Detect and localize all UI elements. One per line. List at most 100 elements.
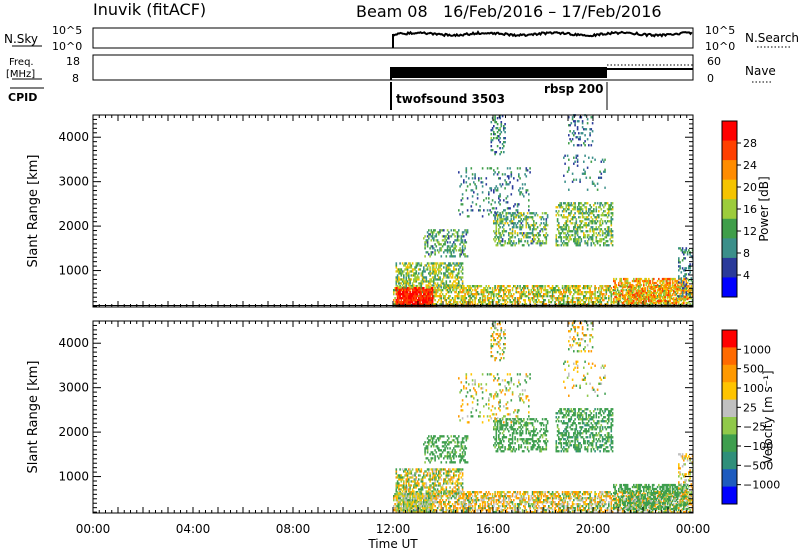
power-cell bbox=[470, 209, 473, 212]
power-cell bbox=[490, 139, 493, 142]
power-cell bbox=[533, 287, 535, 290]
power-cell bbox=[456, 239, 459, 242]
power-cell bbox=[491, 129, 494, 132]
power-cell bbox=[398, 295, 400, 298]
power-cell bbox=[573, 134, 575, 137]
power-cell bbox=[565, 289, 568, 292]
power-cell bbox=[444, 243, 446, 246]
power-cell bbox=[401, 293, 404, 296]
power-cell bbox=[429, 282, 431, 285]
power-cell bbox=[599, 222, 601, 225]
power-cell bbox=[670, 277, 673, 281]
power-cell bbox=[594, 216, 596, 219]
power-cell bbox=[493, 222, 495, 225]
power-cell bbox=[413, 272, 415, 275]
power-cell bbox=[415, 264, 418, 267]
power-cell bbox=[463, 285, 465, 288]
power-cell bbox=[504, 131, 506, 134]
power-cell bbox=[554, 297, 556, 300]
power-cell bbox=[458, 295, 460, 298]
velocity-cell bbox=[454, 503, 456, 506]
power-cell bbox=[680, 283, 683, 287]
power-cell bbox=[603, 299, 605, 302]
power-cell bbox=[571, 138, 574, 141]
power-cell bbox=[425, 286, 428, 289]
power-cell bbox=[503, 228, 505, 231]
power-cell bbox=[689, 267, 691, 270]
power-cell bbox=[421, 278, 424, 281]
power-cell bbox=[669, 293, 671, 297]
power-cell bbox=[534, 214, 536, 217]
power-cell bbox=[433, 280, 435, 283]
power-cell bbox=[500, 214, 503, 217]
power-cell bbox=[579, 180, 581, 183]
power-cell bbox=[574, 242, 576, 245]
velocity-cell bbox=[461, 505, 464, 508]
velocity-cell bbox=[509, 491, 511, 494]
power-cell bbox=[473, 191, 475, 194]
power-cell bbox=[439, 243, 441, 246]
power-cell bbox=[633, 293, 635, 297]
power-cell bbox=[599, 202, 601, 205]
velocity-cell bbox=[506, 495, 509, 498]
power-cell bbox=[569, 289, 571, 292]
power-cell bbox=[496, 131, 499, 134]
power-cell bbox=[435, 264, 438, 267]
power-cell bbox=[430, 303, 433, 306]
power-cell bbox=[665, 299, 668, 303]
power-cell bbox=[575, 287, 578, 290]
power-cell bbox=[491, 293, 494, 296]
power-cell bbox=[398, 270, 400, 273]
power-cell bbox=[496, 187, 499, 190]
power-cell bbox=[516, 287, 519, 290]
velocity-cell bbox=[475, 503, 478, 506]
power-cell bbox=[564, 180, 566, 183]
power-cell bbox=[431, 293, 434, 296]
power-cell bbox=[508, 242, 510, 245]
velocity-cell bbox=[493, 499, 495, 502]
power-cell bbox=[568, 240, 570, 243]
power-cell bbox=[406, 301, 409, 304]
power-cell bbox=[595, 222, 598, 225]
power-cell bbox=[514, 303, 516, 306]
power-cell bbox=[614, 301, 616, 304]
power-cell bbox=[593, 242, 595, 245]
power-cell bbox=[569, 130, 571, 133]
power-cell bbox=[451, 270, 454, 273]
power-cell bbox=[444, 297, 446, 300]
power-cell bbox=[481, 185, 484, 188]
velocity-cell bbox=[508, 499, 510, 502]
power-cell bbox=[575, 136, 578, 139]
power-cell bbox=[526, 285, 529, 288]
power-cell bbox=[629, 283, 631, 287]
power-cell bbox=[514, 212, 516, 215]
power-cell bbox=[614, 279, 616, 283]
power-cell bbox=[436, 291, 439, 294]
power-cell bbox=[566, 295, 569, 298]
power-cell bbox=[603, 238, 605, 241]
power-cell bbox=[574, 303, 576, 306]
power-cell bbox=[451, 303, 454, 306]
power-cell bbox=[459, 266, 461, 269]
power-cell bbox=[498, 197, 500, 200]
velocity-cell bbox=[494, 511, 496, 514]
power-cell bbox=[586, 291, 589, 294]
power-cell bbox=[533, 222, 535, 225]
power-cell bbox=[546, 214, 549, 217]
power-cell bbox=[580, 226, 583, 229]
power-cell bbox=[493, 291, 495, 294]
power-cell bbox=[416, 286, 419, 289]
power-cell bbox=[403, 301, 405, 304]
power-cell bbox=[538, 232, 540, 235]
power-cell bbox=[555, 236, 558, 239]
power-cell bbox=[488, 285, 490, 288]
power-cell bbox=[434, 299, 436, 302]
power-cell bbox=[493, 230, 495, 233]
power-cell bbox=[431, 284, 434, 287]
power-cell bbox=[569, 291, 571, 294]
power-cell bbox=[581, 303, 584, 306]
power-cell bbox=[624, 277, 626, 281]
power-cell bbox=[614, 295, 616, 299]
power-cell bbox=[451, 284, 454, 287]
power-cell bbox=[526, 240, 529, 243]
